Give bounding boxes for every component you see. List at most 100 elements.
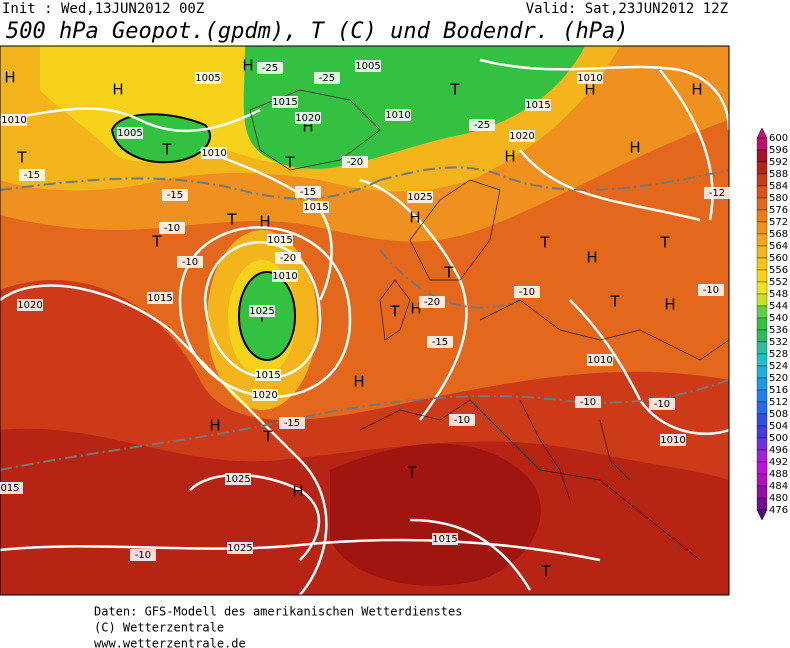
isobar-label-box <box>577 72 603 84</box>
isobar-label: 015 <box>0 483 19 494</box>
pressure-center-label: H <box>353 373 364 391</box>
colorbar-label: 600 <box>769 133 788 144</box>
isobar-label-box <box>272 96 298 108</box>
colorbar-segment <box>756 173 768 187</box>
colorbar-segment <box>756 209 768 223</box>
isotherm-label-box <box>19 169 45 181</box>
colorbar-segment <box>756 401 768 415</box>
isobar-label-box <box>660 434 686 446</box>
colorbar-label: 520 <box>769 373 788 384</box>
colorbar-segment <box>756 449 768 463</box>
colorbar-segment <box>756 281 768 295</box>
pressure-center-label: T <box>389 303 400 321</box>
isotherm-label: -25 <box>262 63 278 74</box>
colorbar-segment <box>756 317 768 331</box>
pressure-center-label: H <box>629 139 640 157</box>
colorbar-label: 492 <box>769 457 788 468</box>
isotherm-label: -12 <box>709 188 725 199</box>
isobar-label: 1025 <box>249 306 274 317</box>
map-title: 500 hPa Geopot.(gpdm), T (C) und Bodendr… <box>6 19 629 44</box>
isobar-label-box <box>0 482 23 494</box>
isobar-label: 1010 <box>1 115 26 126</box>
isotherm-label: -25 <box>319 73 335 84</box>
colorbar-segment <box>756 329 768 343</box>
colorbar-segment <box>756 305 768 319</box>
isobar-label-box <box>355 60 381 72</box>
isobar-label-box <box>587 354 613 366</box>
isobar-label: 1025 <box>225 474 250 485</box>
pressure-center-label: T <box>443 264 454 282</box>
isobar-label: 1015 <box>525 100 550 111</box>
colorbar-label: 508 <box>769 409 788 420</box>
isobar-label-box <box>295 112 321 124</box>
colorbar-label: 476 <box>769 505 788 516</box>
pressure-center-label: T <box>659 234 670 252</box>
isobar-label-box <box>195 72 221 84</box>
isobar-label: 1025 <box>227 543 252 554</box>
isotherm-label-box <box>279 417 305 429</box>
colorbar-segment <box>756 269 768 283</box>
isobar-label-box <box>255 369 281 381</box>
pressure-center-label: H <box>259 213 270 231</box>
isobar-label: 1015 <box>272 97 297 108</box>
pressure-center-label: T <box>226 211 237 229</box>
pressure-center-label: H <box>410 300 421 318</box>
isotherm-label-box <box>177 256 203 268</box>
isobar-label-box <box>525 99 551 111</box>
isobar-label: 1015 <box>432 534 457 545</box>
isotherm-label-box <box>649 398 675 410</box>
colorbar-label: 480 <box>769 493 788 504</box>
colorbar-label: 576 <box>769 205 788 216</box>
colorbar-cap <box>756 127 768 139</box>
isobar-label: 1015 <box>267 235 292 246</box>
pressure-center-label: H <box>112 81 123 99</box>
isobar-label-box <box>225 473 251 485</box>
isotherm-label-box <box>159 222 185 234</box>
colorbar-segment <box>756 185 768 199</box>
isobar-label: 1010 <box>577 73 602 84</box>
isotherm-label-box <box>704 187 730 199</box>
colorbar-segment <box>756 221 768 235</box>
isobar-label: 1005 <box>355 61 380 72</box>
colorbar-label: 536 <box>769 325 788 336</box>
isobar-label: 1015 <box>147 293 172 304</box>
colorbar-segment <box>756 497 768 511</box>
colorbar-label: 504 <box>769 421 788 432</box>
colorbar-segment <box>756 233 768 247</box>
isotherm-label-box <box>698 284 724 296</box>
pressure-center-label: H <box>586 249 597 267</box>
pressure-center-label: H <box>691 81 702 99</box>
isobar-label-box <box>147 292 173 304</box>
pressure-center-label: H <box>504 148 515 166</box>
pressure-center-label: H <box>664 296 675 314</box>
isotherm-label: -10 <box>519 287 535 298</box>
isobar-label: 1010 <box>201 148 226 159</box>
colorbar-segment <box>756 365 768 379</box>
isotherm-label: -10 <box>164 223 180 234</box>
isobar-label: 1005 <box>195 73 220 84</box>
colorbar-segment <box>756 149 768 163</box>
isotherm-label-box <box>130 549 156 561</box>
isobar-label: 1020 <box>509 131 534 142</box>
colorbar-label: 580 <box>769 193 788 204</box>
pressure-center-label: H <box>242 57 253 75</box>
colorbar-label: 592 <box>769 157 788 168</box>
isotherm-label: -10 <box>703 285 719 296</box>
colorbar-segment <box>756 245 768 259</box>
pressure-center-label: T <box>539 234 550 252</box>
isobar-label: 1025 <box>407 192 432 203</box>
pressure-center-label: T <box>449 81 460 99</box>
pressure-center-label: T <box>262 428 273 446</box>
pressure-center-label: H <box>292 483 303 501</box>
pressure-center-label: H <box>584 81 595 99</box>
isobar-label-box <box>407 191 433 203</box>
isobar-label: 1010 <box>272 271 297 282</box>
colorbar-label: 572 <box>769 217 788 228</box>
colorbar-segment <box>756 425 768 439</box>
isotherm-label: -25 <box>474 120 490 131</box>
pressure-center-label: T <box>284 154 295 172</box>
isotherm-label: -15 <box>284 418 300 429</box>
isobar-label: 1010 <box>385 110 410 121</box>
isotherm-label-box <box>427 336 453 348</box>
